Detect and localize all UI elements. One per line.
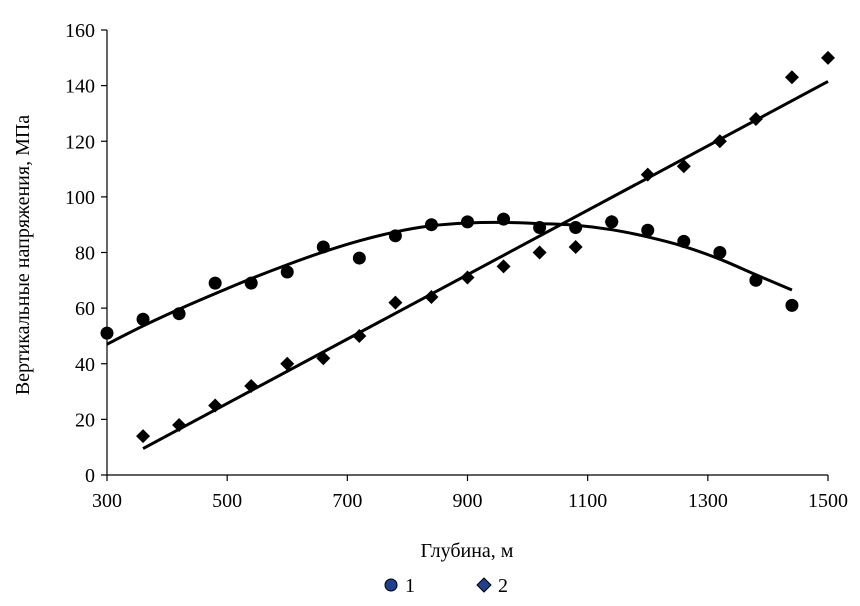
data-point-series-1	[172, 307, 186, 321]
y-tick-label: 20	[75, 409, 95, 431]
data-point-series-1	[280, 265, 294, 279]
x-tick-label: 900	[453, 490, 483, 512]
y-tick-label: 80	[75, 243, 95, 265]
y-tick-label: 40	[75, 354, 95, 376]
data-point-series-1	[100, 326, 114, 340]
data-point-series-1	[749, 273, 763, 287]
x-tick-label: 300	[92, 490, 122, 512]
y-tick-label: 160	[65, 20, 95, 42]
x-tick-label: 500	[212, 490, 242, 512]
legend-label-2: 2	[498, 575, 508, 597]
data-point-series-1	[641, 223, 655, 237]
data-point-series-1	[316, 240, 330, 254]
legend-label-1: 1	[405, 575, 415, 597]
data-point-series-2	[568, 239, 583, 254]
data-point-series-1	[352, 251, 366, 265]
y-tick-label: 120	[65, 131, 95, 153]
data-point-series-2	[424, 290, 439, 304]
data-point-series-2	[460, 270, 475, 285]
data-point-series-1	[497, 212, 511, 226]
data-point-series-2	[604, 214, 619, 229]
y-tick-label: 140	[65, 76, 95, 98]
data-point-series-2	[172, 417, 187, 432]
data-point-series-1	[424, 218, 438, 232]
data-point-series-1	[569, 220, 583, 234]
axes: 0 20 40 60 80 100 120 140 160 300 500 700 900 1100 130…	[65, 20, 848, 512]
data-point-series-1	[677, 234, 691, 248]
data-point-series-2	[208, 398, 223, 413]
y-tick-label: 60	[75, 298, 95, 320]
x-tick-label: 700	[332, 490, 362, 512]
legend-marker-diamond	[476, 577, 492, 593]
x-tick-label: 1100	[568, 490, 607, 512]
y-tick-label: 0	[85, 465, 95, 487]
x-tick-label: 1300	[688, 490, 728, 512]
data-point-series-1	[533, 220, 547, 234]
data-point-series-2	[532, 245, 547, 260]
markers	[100, 50, 835, 444]
data-point-series-2	[316, 351, 331, 366]
data-point-series-1	[244, 276, 258, 290]
data-point-series-2	[352, 328, 367, 343]
trendline-series-2	[142, 80, 829, 450]
y-axis-label: Вертикальные напряжения, МПа	[12, 115, 34, 395]
data-point-series-1	[388, 229, 402, 243]
x-axis-label: Глубина, м	[421, 540, 514, 562]
data-point-series-2	[388, 295, 403, 310]
data-point-series-1	[136, 312, 150, 326]
data-point-series-2	[244, 379, 259, 393]
data-point-series-2	[748, 112, 763, 126]
data-point-series-2	[821, 50, 835, 65]
data-point-series-2	[496, 259, 511, 274]
data-point-series-2	[136, 429, 151, 444]
data-point-series-1	[461, 215, 474, 229]
legend-marker-circle	[384, 578, 398, 592]
data-point-series-1	[208, 276, 222, 290]
y-tick-label: 100	[65, 187, 95, 209]
data-point-series-2	[784, 70, 799, 85]
data-point-series-2	[280, 356, 295, 371]
data-point-series-1	[713, 246, 727, 259]
data-point-series-1	[785, 298, 799, 312]
data-point-series-2	[640, 167, 655, 182]
data-point-series-2	[712, 134, 727, 149]
data-point-series-2	[676, 159, 691, 174]
x-tick-label: 1500	[808, 490, 848, 512]
